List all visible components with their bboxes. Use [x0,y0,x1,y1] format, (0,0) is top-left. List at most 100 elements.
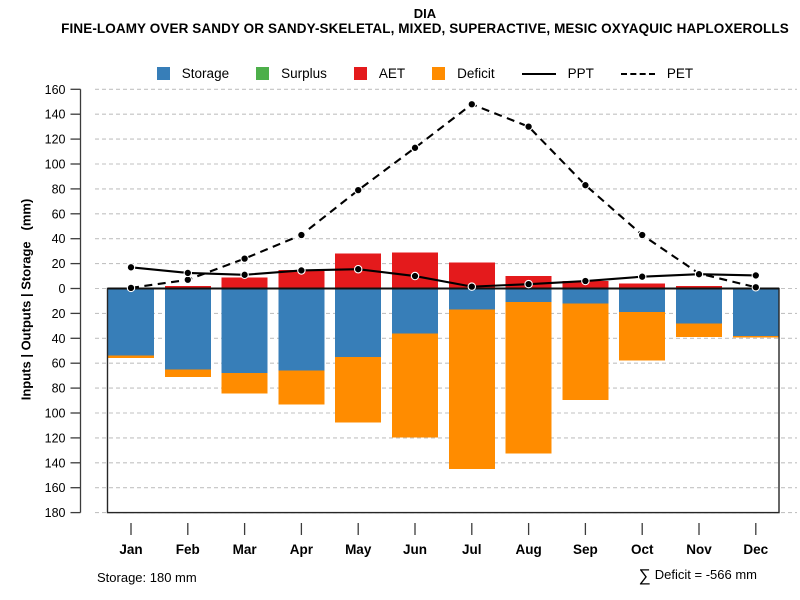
x-label-jul: Jul [462,542,482,557]
bar-group-apr [278,269,325,405]
y-tick-label: 20 [52,257,66,271]
deficit-bar [164,369,211,377]
pet-point-dec [751,283,761,292]
legend-swatch-surplus [256,67,270,80]
storage-bar [676,288,722,324]
aet-bar [164,286,211,289]
aet-bar [278,269,325,289]
y-tick-label: 100 [45,158,66,172]
legend-label: AET [378,66,406,81]
y-tick-label: 60 [52,207,66,221]
y-tick-label: 80 [52,382,66,396]
sigma-symbol: ∑ [638,566,651,585]
legend-item-deficit: Deficit [432,66,495,81]
y-axis-title: Inputs | Outputs | Storage (mm) [18,198,34,401]
x-label-oct: Oct [631,542,654,557]
y-tick-label: 60 [52,357,66,371]
ppt-point-sep [581,276,590,286]
legend-swatch-aet [353,67,367,80]
pet-point-may [353,185,363,195]
x-label-jun: Jun [403,542,427,557]
x-axis: Jan Feb Mar Apr May Jun Jul Aug Sep Oct Nov Dec [119,523,769,557]
pet-point-jun [410,143,420,153]
storage-bar [221,288,268,374]
y-tick-label: 120 [45,431,66,445]
chart-title: DIA [413,6,437,21]
y-tick-label: 20 [52,307,66,321]
y-axis: 160 140 120 100 80 60 40 20 0 20 40 60 80 100 120 140 16… [45,83,82,520]
x-label-jan: Jan [119,542,142,557]
aet-bar [392,252,438,289]
ppt-point-mar [240,270,249,280]
y-tick-label: 160 [45,83,66,97]
y-tick-label: 180 [45,506,66,520]
storage-bar [164,288,211,370]
aet-bar [619,283,666,289]
pet-point-oct [637,230,647,240]
bar-group-sep [562,281,609,400]
aet-bar [676,286,722,289]
legend-item-pet: PET [620,66,693,81]
deficit-bar [562,303,609,400]
pet-point-sep [581,180,590,190]
legend-swatch-deficit [432,67,446,80]
deficit-bar [448,309,495,470]
bar-group-mar [221,277,268,394]
x-label-feb: Feb [176,542,200,557]
pet-point-apr [297,230,306,240]
pet-polyline [130,103,757,289]
bar-group-dec [732,287,779,338]
bar-group-aug [505,276,552,454]
deficit-bar [278,370,325,405]
x-label-mar: Mar [233,542,258,557]
y-tick-label: 80 [52,182,66,196]
pet-point-jul [467,99,477,109]
chart-subtitle: FINE-LOAMY OVER SANDY OR SANDY-SKELETAL,… [61,21,789,36]
deficit-bar [676,323,722,338]
storage-bar [619,288,666,313]
bar-group-jun [392,252,438,438]
pet-line [126,99,761,293]
y-tick-label: 140 [45,456,66,470]
x-label-sep: Sep [573,542,598,557]
y-tick-label: 0 [59,282,66,296]
deficit-bar [619,312,666,361]
deficit-sum-text: Deficit = -566 mm [654,567,757,582]
legend-label: Surplus [281,66,327,81]
storage-bar [732,288,779,336]
storage-bar [335,288,382,357]
legend-item-ppt: PPT [521,66,594,81]
ppt-polyline [130,266,756,288]
bar-group-jan [108,288,154,359]
x-label-apr: Apr [290,542,314,557]
pet-point-feb [183,275,193,285]
x-label-aug: Aug [515,542,541,557]
bars [108,252,779,470]
legend-item-aet: AET [353,66,406,81]
y-tick-label: 100 [45,407,66,421]
bar-group-may [335,253,382,423]
ppt-point-feb [183,268,193,278]
ppt-point-jun [410,271,420,281]
ppt-point-oct [637,272,647,281]
y-tick-label: 120 [45,133,66,147]
bar-group-nov [676,286,722,338]
legend-label: PPT [567,66,594,81]
y-tick-label: 40 [52,332,66,346]
aet-bar [221,277,268,289]
x-label-may: May [345,542,372,557]
storage-bar [505,288,552,303]
legend-swatch-storage [156,67,170,80]
legend-solid-line-sample [521,72,556,75]
pet-point-jan [126,283,136,293]
bar-group-feb [164,286,211,377]
deficit-bar [335,356,382,423]
storage-bar [448,288,495,310]
ppt-point-may [353,264,363,274]
ppt-point-nov [694,269,704,279]
pet-point-aug [524,122,533,131]
storage-note: Storage: 180 mm [97,570,197,585]
ppt-line [126,263,761,291]
